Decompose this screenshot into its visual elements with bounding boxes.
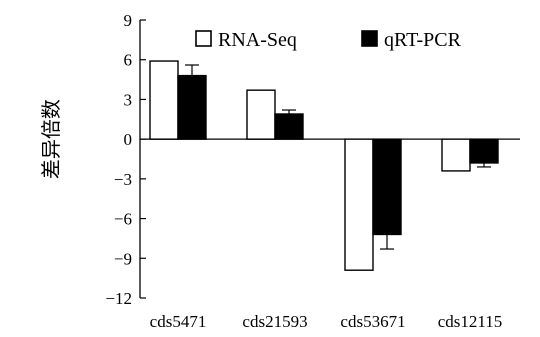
x-category-label: cds53671 [340, 312, 405, 331]
y-tick-label: 0 [124, 130, 133, 149]
legend-swatch-rna-seq [195, 30, 212, 47]
y-tick-label: −6 [114, 210, 132, 229]
y-tick-label: 6 [124, 51, 133, 70]
y-tick-label: −9 [114, 249, 132, 268]
y-axis-label: 差异倍数 [39, 99, 63, 179]
x-category-label: cds21593 [242, 312, 307, 331]
x-category-label: cds5471 [150, 312, 207, 331]
bar-qrt-pcr-cds12115 [469, 138, 499, 164]
x-category-label: cds12115 [438, 312, 503, 331]
bar-rna-seq-cds21593 [246, 89, 276, 140]
bar-qrt-pcr-cds21593 [274, 113, 304, 140]
bar-qrt-pcr-cds5471 [177, 74, 207, 140]
y-tick-label: 9 [124, 11, 133, 30]
bar-rna-seq-cds53671 [344, 138, 374, 271]
bar-qrt-pcr-cds53671 [372, 138, 402, 236]
y-tick-label: 3 [124, 90, 133, 109]
legend-label: qRT-PCR [384, 29, 462, 51]
legend-label: RNA-Seq [218, 29, 297, 51]
y-tick-label: −3 [114, 170, 132, 189]
bar-rna-seq-cds12115 [441, 138, 471, 172]
y-tick-label: −12 [105, 289, 132, 308]
legend-swatch-qrt-pcr [361, 30, 378, 47]
bar-rna-seq-cds5471 [149, 60, 179, 140]
